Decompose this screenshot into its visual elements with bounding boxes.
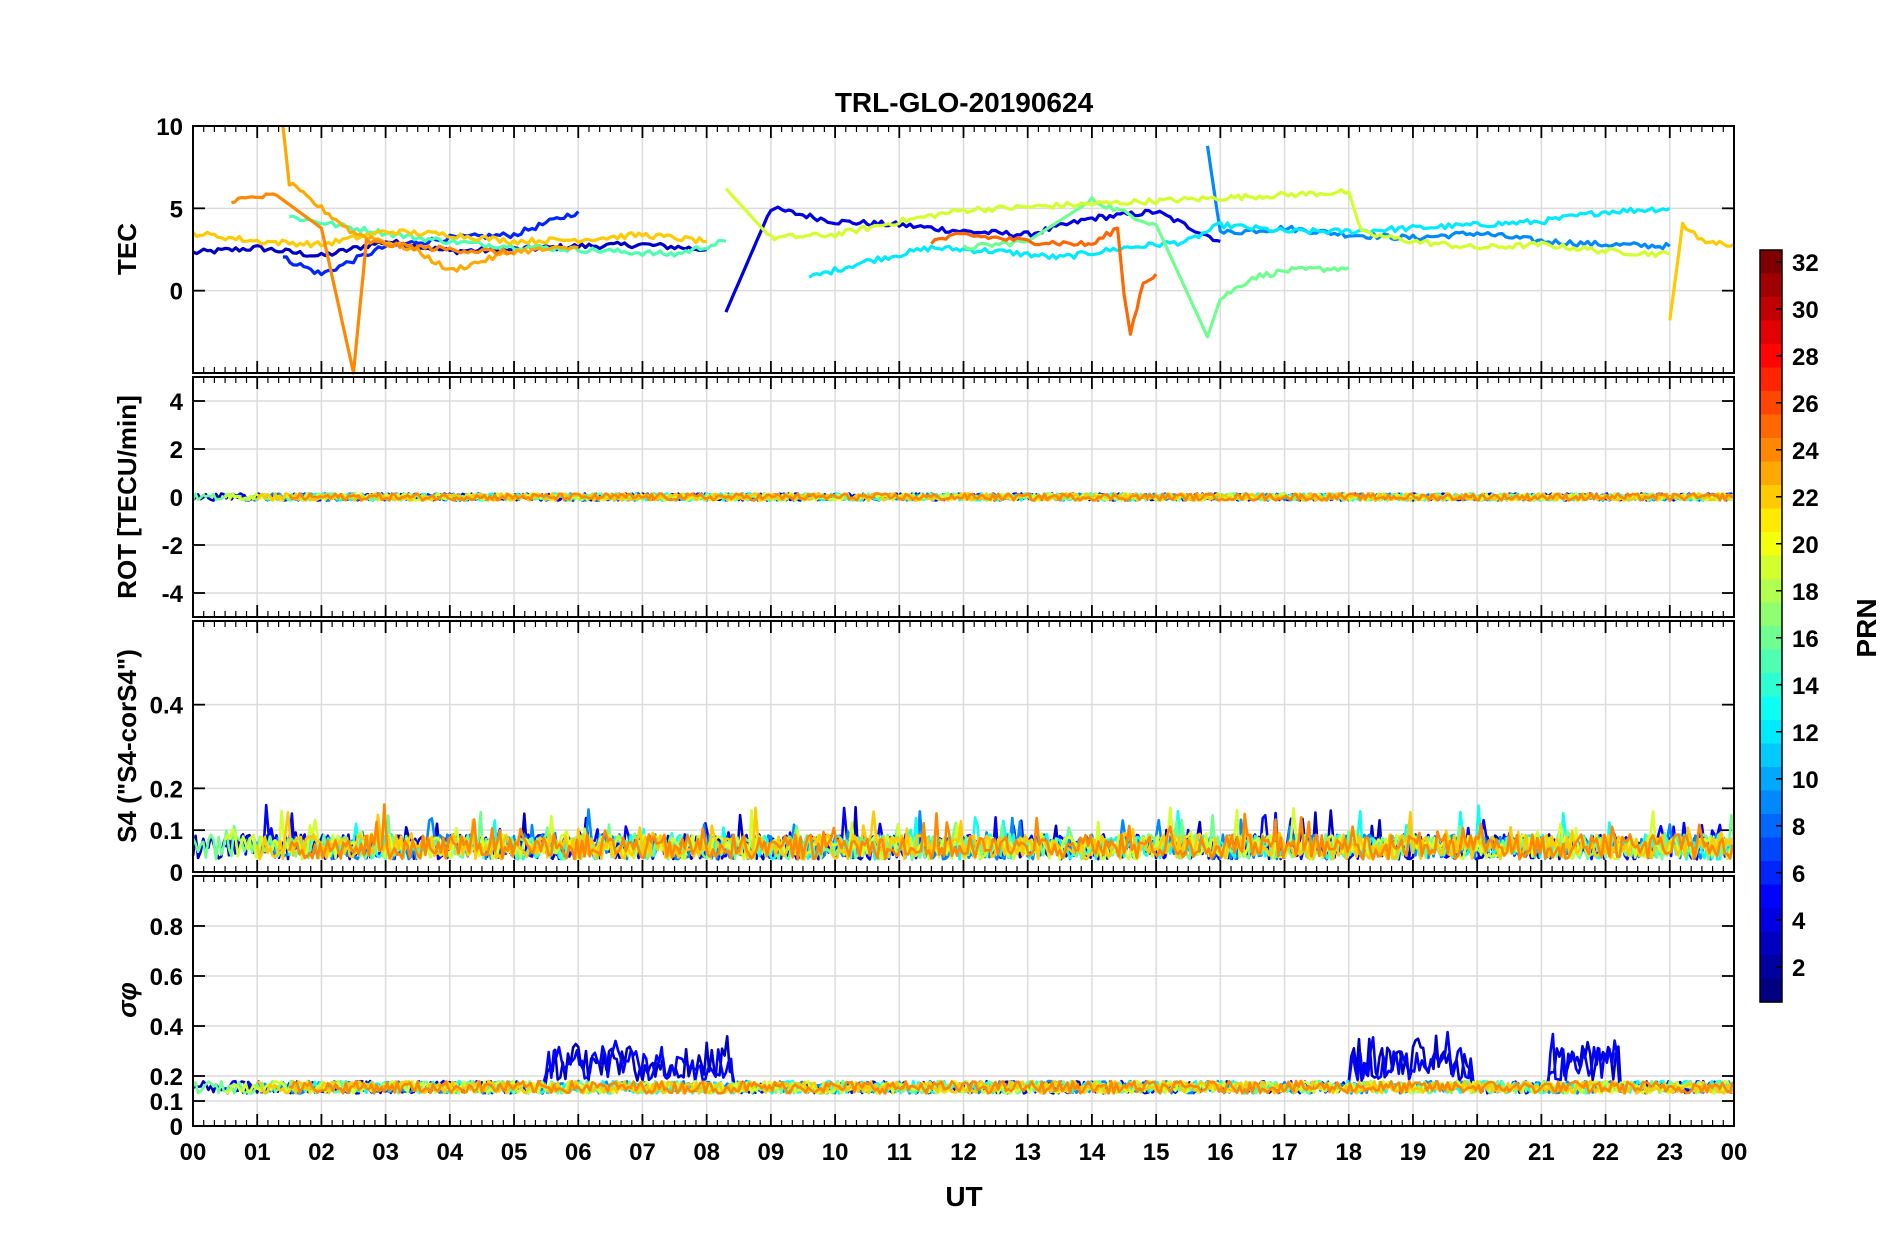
colorbar-tick-label: 10 [1792, 767, 1819, 794]
colorbar-tick-label: 4 [1792, 908, 1806, 935]
x-tick-label: 05 [501, 1139, 528, 1166]
colorbar-label: PRN [1851, 598, 1882, 657]
y-tick-label: 0.8 [150, 914, 183, 941]
y-tick-label: 10 [156, 114, 183, 141]
colorbar-cell [1760, 791, 1782, 815]
ylabel-sigma-phi: σφ [112, 982, 142, 1018]
colorbar-cell [1760, 274, 1782, 298]
x-tick-label: 15 [1143, 1139, 1170, 1166]
y-tick-label: 0.2 [150, 776, 183, 803]
y-tick-label: 0.2 [150, 1064, 183, 1091]
x-tick-label: 19 [1400, 1139, 1427, 1166]
colorbar-cell [1760, 932, 1782, 956]
y-tick-label: -2 [162, 533, 183, 560]
y-tick-label: 5 [170, 196, 183, 223]
x-tick-label: 10 [822, 1139, 849, 1166]
colorbar-cell [1760, 509, 1782, 533]
x-tick-label: 14 [1079, 1139, 1106, 1166]
x-tick-label: 00 [180, 1139, 207, 1166]
colorbar-tick-label: 28 [1792, 344, 1819, 371]
x-tick-label: 12 [950, 1139, 977, 1166]
x-tick-label: 06 [565, 1139, 592, 1166]
ylabel-rot: ROT [TECU/min] [112, 395, 142, 599]
chart-title: TRL-GLO-20190624 [835, 87, 1094, 118]
x-tick-label: 09 [758, 1139, 785, 1166]
x-tick-label: 20 [1464, 1139, 1491, 1166]
y-tick-label: 0.1 [150, 1089, 183, 1116]
colorbar-cell [1760, 744, 1782, 768]
y-tick-label: 0 [170, 1114, 183, 1141]
x-tick-label: 21 [1528, 1139, 1555, 1166]
colorbar-tick-label: 30 [1792, 297, 1819, 324]
x-tick-label: 02 [308, 1139, 335, 1166]
y-tick-label: 4 [170, 389, 184, 416]
y-tick-label: 0 [170, 485, 183, 512]
colorbar-cell [1760, 556, 1782, 580]
x-tick-label: 00 [1721, 1139, 1748, 1166]
y-tick-label: 0.4 [150, 1014, 184, 1041]
ylabel-tec: TEC [112, 223, 142, 275]
colorbar-cell [1760, 321, 1782, 345]
panel-rot-series [193, 493, 1734, 500]
x-tick-label: 22 [1592, 1139, 1619, 1166]
x-tick-label: 07 [629, 1139, 656, 1166]
colorbar-cell [1760, 603, 1782, 627]
x-tick-label: 04 [436, 1139, 463, 1166]
y-tick-label: 0.6 [150, 964, 183, 991]
colorbar-tick-label: 16 [1792, 626, 1819, 653]
ylabel-s4: S4 ("S4-corS4") [112, 649, 142, 843]
colorbar-cell [1760, 462, 1782, 486]
colorbar-tick-label: 2 [1792, 955, 1805, 982]
y-tick-label: 0 [170, 860, 183, 887]
colorbar-tick-label: 24 [1792, 438, 1819, 465]
y-tick-label: -4 [162, 581, 184, 608]
colorbar-cell [1760, 368, 1782, 392]
x-tick-label: 23 [1656, 1139, 1683, 1166]
x-tick-label: 11 [887, 1139, 912, 1166]
x-axis-label: UT [945, 1181, 982, 1212]
colorbar-tick-label: 22 [1792, 485, 1819, 512]
x-tick-label: 18 [1335, 1139, 1362, 1166]
y-tick-label: 0.1 [150, 818, 183, 845]
y-tick-label: 0 [170, 279, 183, 306]
colorbar-tick-label: 20 [1792, 532, 1819, 559]
colorbar-tick-label: 14 [1792, 673, 1819, 700]
colorbar-tick-label: 26 [1792, 391, 1819, 418]
colorbar-tick-label: 12 [1792, 720, 1819, 747]
colorbar-tick-label: 18 [1792, 579, 1819, 606]
colorbar-tick-label: 6 [1792, 861, 1805, 888]
y-tick-label: 2 [170, 437, 183, 464]
colorbar-cell [1760, 697, 1782, 721]
colorbar-cell [1760, 415, 1782, 439]
x-tick-label: 08 [693, 1139, 720, 1166]
colorbar-tick-label: 32 [1792, 250, 1819, 277]
x-tick-label: 03 [372, 1139, 399, 1166]
x-tick-label: 13 [1014, 1139, 1041, 1166]
colorbar-cell [1760, 979, 1782, 1003]
colorbar-cell [1760, 885, 1782, 909]
x-tick-label: 16 [1207, 1139, 1234, 1166]
colorbar-cell [1760, 838, 1782, 862]
x-tick-label: 01 [244, 1139, 271, 1166]
colorbar-tick-label: 8 [1792, 814, 1805, 841]
x-tick-label: 17 [1271, 1139, 1298, 1166]
y-tick-label: 0.4 [150, 693, 184, 720]
colorbar-cell [1760, 650, 1782, 674]
